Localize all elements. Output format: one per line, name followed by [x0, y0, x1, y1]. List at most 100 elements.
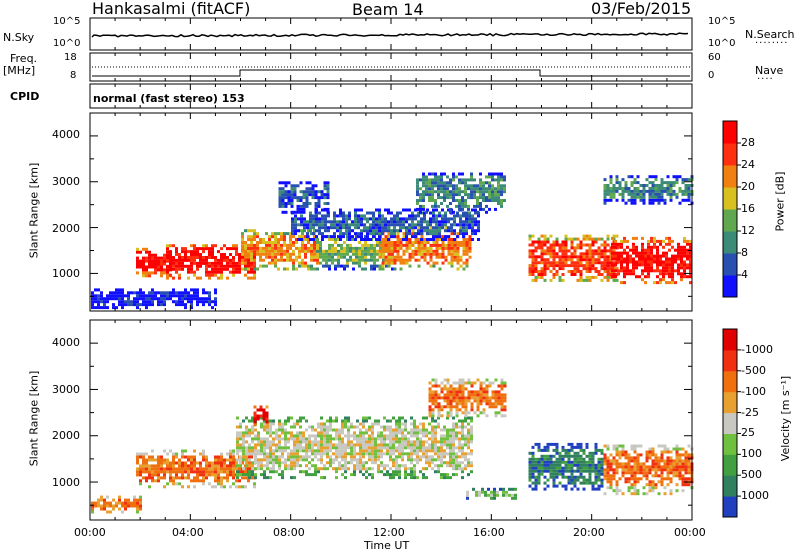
heatmap-cell — [305, 473, 308, 477]
heatmap-cell — [362, 446, 365, 450]
heatmap-cell — [413, 467, 416, 471]
heatmap-cell — [647, 266, 650, 270]
heatmap-cell — [606, 264, 610, 268]
heatmap-cell — [467, 416, 470, 420]
heatmap-cell — [326, 184, 330, 188]
heatmap-cell — [348, 238, 351, 241]
heatmap-cell — [540, 463, 544, 467]
heatmap-cell — [187, 297, 190, 301]
heatmap-cell — [609, 195, 613, 199]
heatmap-cell — [259, 238, 262, 241]
heatmap-cell — [166, 264, 169, 268]
heatmap-cell — [326, 190, 330, 194]
heatmap-cell — [393, 226, 396, 230]
heatmap-cell — [651, 198, 655, 202]
heatmap-cell — [633, 471, 637, 475]
heatmap-cell — [290, 210, 294, 214]
heatmap-cell — [665, 251, 668, 255]
heatmap-cell — [145, 274, 148, 278]
heatmap-cell — [413, 419, 416, 423]
heatmap-cell — [411, 243, 415, 247]
heatmap-cell — [488, 190, 491, 194]
heatmap-cell — [567, 264, 571, 268]
heatmap-cell — [184, 264, 187, 268]
heatmap-cell — [561, 448, 565, 452]
heatmap-cell — [615, 178, 619, 182]
heatmap-cell — [274, 249, 277, 253]
heatmap-cell — [301, 243, 304, 247]
heatmap-cell — [627, 468, 631, 472]
heatmap-cell — [321, 232, 324, 236]
heatmap-cell — [528, 460, 532, 464]
heatmap-cell — [311, 190, 315, 194]
heatmap-cell — [223, 461, 226, 465]
heatmap-cell — [662, 260, 665, 264]
heatmap-cell — [381, 243, 385, 247]
heatmap-cell — [262, 264, 265, 268]
heatmap-cell — [241, 244, 244, 248]
heatmap-cell — [266, 446, 269, 450]
heatmap-cell — [263, 449, 266, 453]
heatmap-cell — [543, 463, 547, 467]
heatmap-cell — [468, 243, 472, 247]
heatmap-cell — [387, 226, 390, 230]
heatmap-cell — [462, 223, 465, 227]
heatmap-cell — [671, 269, 674, 273]
heatmap-cell — [368, 416, 371, 420]
heatmap-cell — [220, 256, 223, 259]
heatmap-cell — [657, 184, 661, 187]
heatmap-cell — [308, 446, 311, 450]
heatmap-cell — [413, 449, 416, 453]
heatmap-cell — [420, 249, 424, 253]
heatmap-cell — [235, 485, 238, 489]
heatmap-cell — [321, 235, 324, 239]
heatmap-cell — [275, 437, 278, 441]
heatmap-cell — [130, 300, 133, 304]
heatmap-cell — [656, 254, 659, 258]
heatmap-cell — [606, 267, 610, 271]
heatmap-cell — [570, 487, 574, 491]
heatmap-cell — [318, 226, 321, 230]
heatmap-cell — [220, 461, 223, 465]
heatmap-cell — [287, 440, 290, 444]
heatmap-cell — [618, 489, 622, 493]
heatmap-cell — [256, 232, 259, 236]
heatmap-cell — [594, 237, 598, 241]
heatmap-cell — [181, 449, 184, 453]
heatmap-cell — [482, 196, 485, 200]
heatmap-cell — [552, 264, 556, 268]
heatmap-cell — [321, 238, 324, 241]
heatmap-cell — [395, 419, 398, 423]
heatmap-cell — [431, 193, 434, 197]
heatmap-cell — [455, 193, 458, 197]
heatmap-cell — [196, 267, 199, 271]
heatmap-cell — [413, 434, 416, 438]
heatmap-cell — [332, 443, 335, 447]
heatmap-cell — [468, 223, 471, 227]
heatmap-cell — [293, 464, 296, 468]
heatmap-cell — [381, 264, 385, 268]
heatmap-cell — [290, 458, 293, 462]
heatmap-cell — [597, 237, 601, 241]
heatmap-cell — [272, 443, 275, 447]
heatmap-cell — [497, 202, 500, 205]
heatmap-cell — [380, 437, 383, 441]
heatmap-cell — [459, 232, 462, 236]
heatmap-cell — [202, 449, 205, 453]
heatmap-cell — [461, 476, 464, 480]
heatmap-cell — [591, 264, 595, 268]
heatmap-cell — [531, 234, 535, 238]
heatmap-cell — [458, 378, 462, 382]
heatmap-cell — [461, 396, 465, 400]
heatmap-cell — [148, 297, 151, 301]
heatmap-cell — [142, 271, 145, 275]
heatmap-cell — [301, 258, 304, 262]
heatmap-cell — [570, 252, 574, 256]
heatmap-cell — [332, 437, 335, 441]
heatmap-cell — [259, 405, 263, 409]
heatmap-cell — [384, 246, 388, 250]
heatmap-cell — [133, 303, 136, 307]
heatmap-cell — [378, 267, 382, 271]
heatmap-cell — [399, 220, 402, 224]
heatmap-cell — [341, 452, 344, 456]
